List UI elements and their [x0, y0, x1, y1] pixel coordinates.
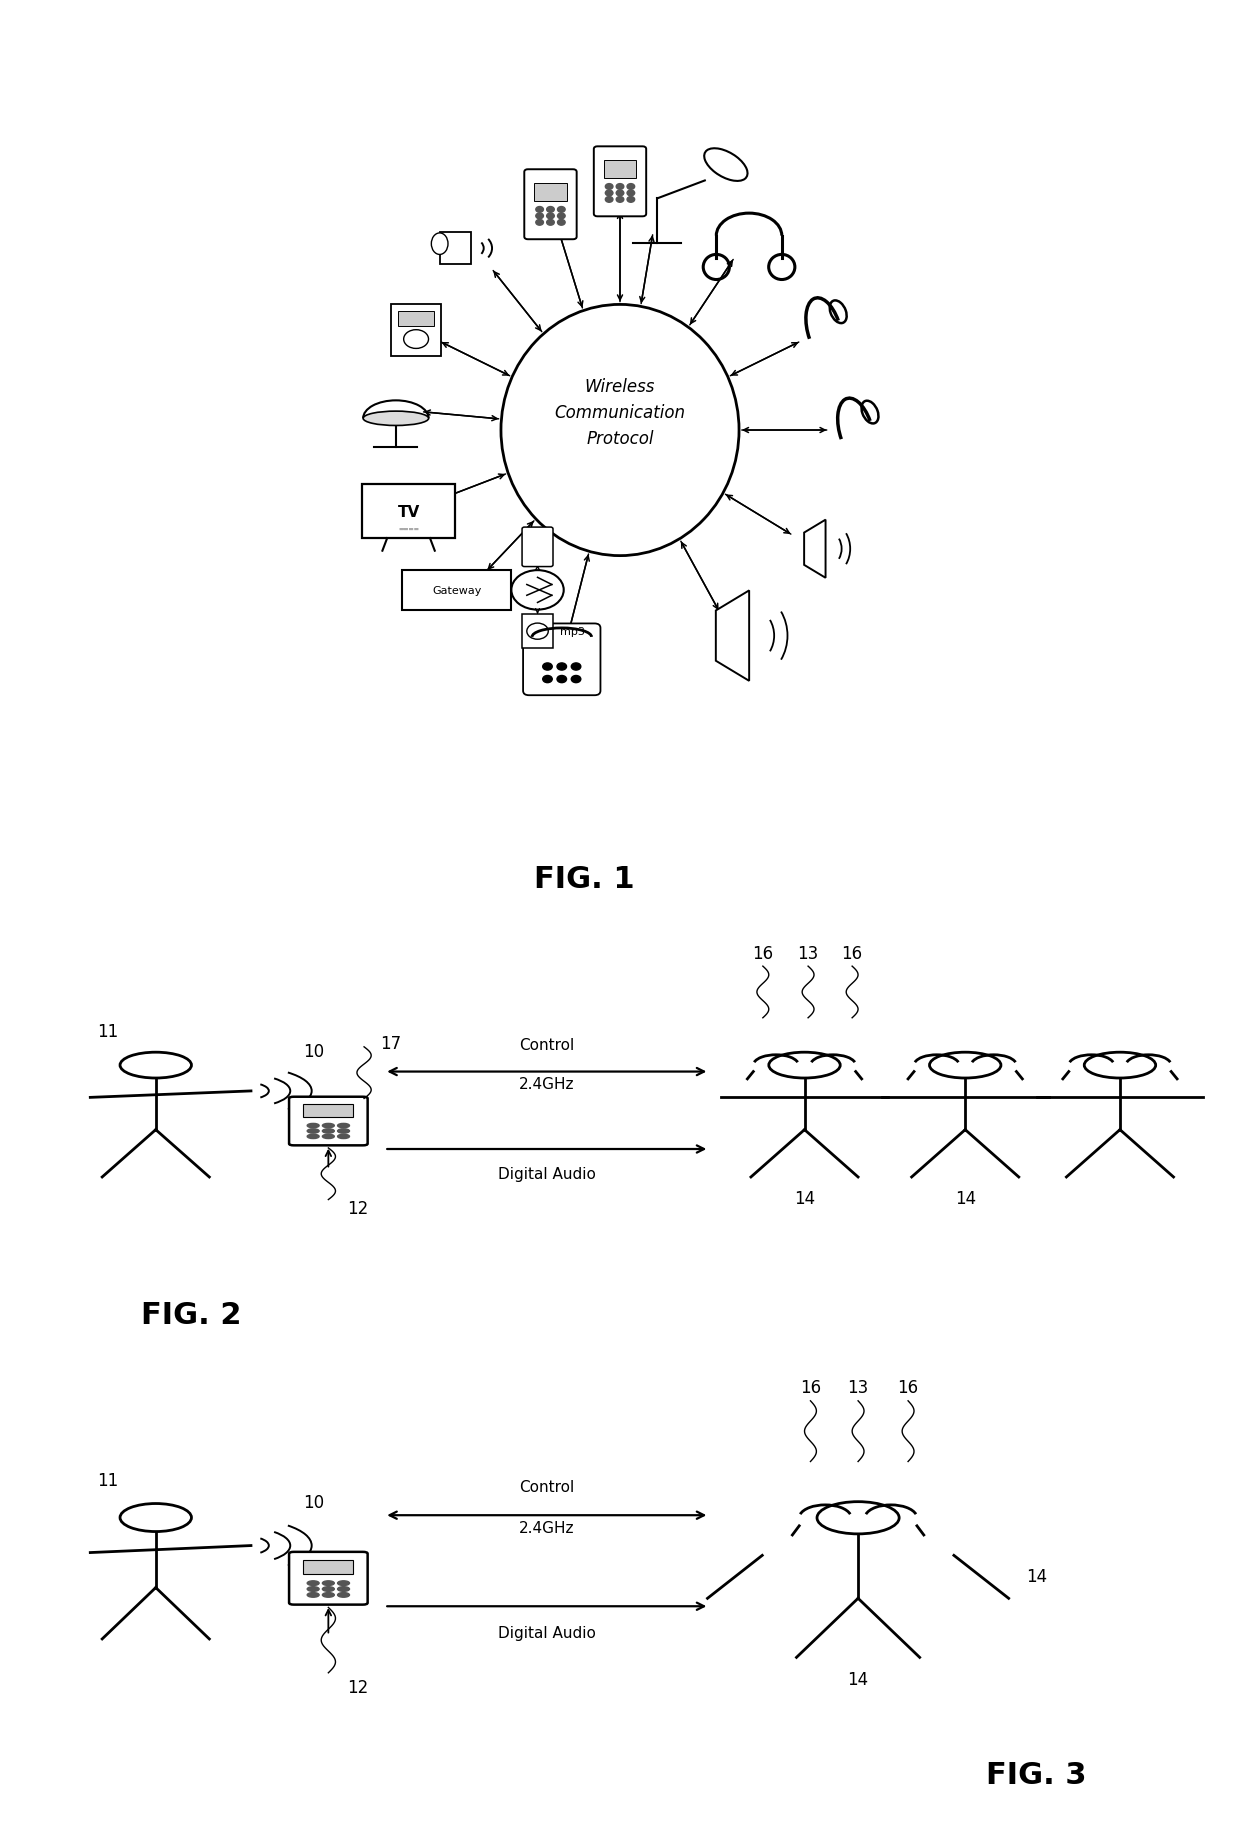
Circle shape — [536, 207, 543, 212]
Text: mp3: mp3 — [560, 628, 585, 637]
Text: Wireless
Communication
Protocol: Wireless Communication Protocol — [554, 377, 686, 448]
Text: FIG. 3: FIG. 3 — [986, 1760, 1087, 1790]
Bar — [604, 161, 636, 179]
Circle shape — [308, 1129, 319, 1133]
Text: 10: 10 — [304, 1493, 325, 1512]
Text: Digital Audio: Digital Audio — [497, 1625, 595, 1640]
Circle shape — [322, 1135, 335, 1138]
Text: Control: Control — [520, 1479, 574, 1495]
Circle shape — [572, 664, 580, 672]
Bar — [402, 571, 511, 609]
Circle shape — [308, 1124, 319, 1127]
Circle shape — [308, 1135, 319, 1138]
Text: 16: 16 — [753, 944, 774, 963]
Polygon shape — [804, 520, 826, 578]
Ellipse shape — [501, 306, 739, 556]
Text: TV: TV — [398, 505, 419, 520]
Bar — [522, 615, 553, 650]
Text: 16: 16 — [898, 1378, 919, 1396]
FancyBboxPatch shape — [523, 624, 600, 695]
Text: 17: 17 — [379, 1034, 401, 1052]
FancyBboxPatch shape — [522, 527, 553, 567]
Circle shape — [616, 198, 624, 203]
Circle shape — [337, 1124, 350, 1127]
Circle shape — [547, 207, 554, 212]
Text: FIG. 1: FIG. 1 — [534, 864, 635, 893]
Text: 16: 16 — [800, 1378, 821, 1396]
Text: 11: 11 — [98, 1471, 119, 1490]
Text: 14: 14 — [794, 1190, 815, 1208]
FancyBboxPatch shape — [525, 170, 577, 240]
Circle shape — [547, 220, 554, 227]
Text: 11: 11 — [98, 1023, 119, 1039]
Text: 12: 12 — [347, 1678, 368, 1696]
Circle shape — [536, 220, 543, 227]
FancyBboxPatch shape — [289, 1552, 367, 1605]
Circle shape — [308, 1587, 319, 1592]
Bar — [304, 1103, 353, 1118]
Text: Control: Control — [520, 1038, 574, 1052]
Text: 16: 16 — [842, 944, 863, 963]
Text: 13: 13 — [797, 944, 818, 963]
Circle shape — [322, 1592, 335, 1598]
Text: 12: 12 — [347, 1199, 368, 1217]
Ellipse shape — [363, 412, 429, 426]
Circle shape — [337, 1592, 350, 1598]
Circle shape — [558, 214, 565, 220]
Circle shape — [322, 1129, 335, 1133]
Circle shape — [605, 190, 613, 196]
Circle shape — [337, 1135, 350, 1138]
Text: 2.4GHz: 2.4GHz — [520, 1076, 574, 1091]
Circle shape — [322, 1587, 335, 1592]
Bar — [398, 311, 434, 326]
Circle shape — [558, 207, 565, 212]
Text: FIG. 2: FIG. 2 — [141, 1301, 242, 1329]
Circle shape — [308, 1581, 319, 1585]
Text: 14: 14 — [847, 1669, 869, 1687]
Circle shape — [558, 220, 565, 227]
Bar — [534, 183, 567, 201]
Circle shape — [616, 185, 624, 190]
Circle shape — [322, 1581, 335, 1585]
Text: Gateway: Gateway — [432, 586, 481, 595]
Text: 10: 10 — [304, 1043, 325, 1061]
Circle shape — [547, 214, 554, 220]
Circle shape — [605, 185, 613, 190]
Text: 14: 14 — [1025, 1566, 1048, 1585]
Circle shape — [543, 664, 552, 672]
Bar — [362, 485, 455, 538]
Circle shape — [627, 185, 635, 190]
Circle shape — [557, 664, 567, 672]
Circle shape — [627, 190, 635, 196]
Circle shape — [337, 1129, 350, 1133]
Circle shape — [616, 190, 624, 196]
Text: 2.4GHz: 2.4GHz — [520, 1521, 574, 1535]
Circle shape — [605, 198, 613, 203]
Circle shape — [337, 1581, 350, 1585]
Circle shape — [572, 675, 580, 683]
Text: 14: 14 — [955, 1190, 976, 1208]
FancyBboxPatch shape — [594, 146, 646, 218]
Circle shape — [557, 675, 567, 683]
Circle shape — [337, 1587, 350, 1592]
FancyBboxPatch shape — [289, 1098, 367, 1146]
Circle shape — [543, 675, 552, 683]
Text: Digital Audio: Digital Audio — [497, 1166, 595, 1182]
Circle shape — [322, 1124, 335, 1127]
Circle shape — [627, 198, 635, 203]
Polygon shape — [715, 591, 749, 681]
Ellipse shape — [432, 234, 448, 256]
Circle shape — [536, 214, 543, 220]
Circle shape — [308, 1592, 319, 1598]
Bar — [304, 1559, 353, 1574]
Text: 13: 13 — [847, 1378, 869, 1396]
Bar — [391, 304, 441, 357]
Text: ▬▬▬▬: ▬▬▬▬ — [398, 527, 419, 533]
Bar — [440, 232, 471, 265]
